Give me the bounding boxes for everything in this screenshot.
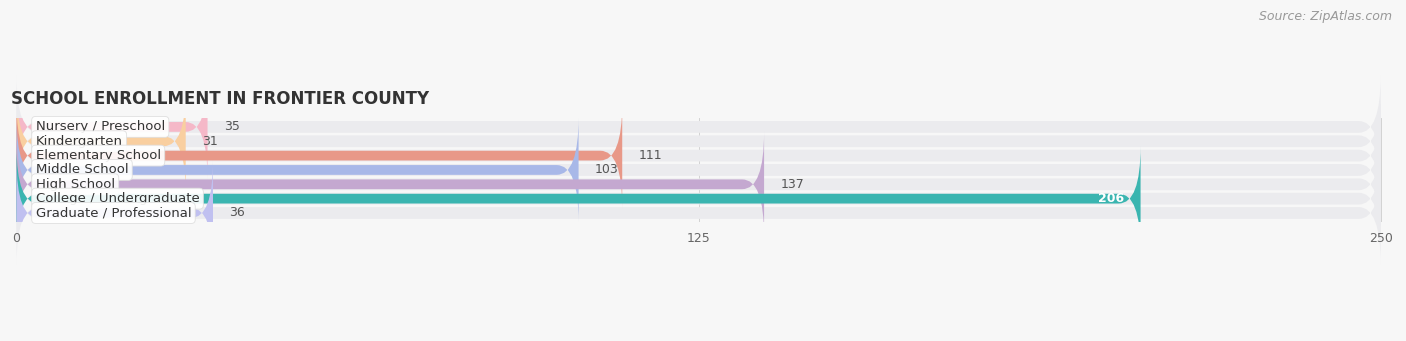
FancyBboxPatch shape (17, 161, 212, 266)
FancyBboxPatch shape (17, 104, 1381, 207)
FancyBboxPatch shape (17, 132, 763, 237)
FancyBboxPatch shape (17, 117, 579, 222)
Text: Graduate / Professional: Graduate / Professional (35, 207, 191, 220)
Text: 36: 36 (229, 207, 245, 220)
Text: High School: High School (35, 178, 115, 191)
FancyBboxPatch shape (17, 89, 186, 194)
FancyBboxPatch shape (17, 133, 1381, 236)
Text: 206: 206 (1098, 192, 1125, 205)
Text: Elementary School: Elementary School (35, 149, 160, 162)
FancyBboxPatch shape (17, 118, 1381, 221)
Text: Source: ZipAtlas.com: Source: ZipAtlas.com (1258, 10, 1392, 23)
Text: 35: 35 (224, 120, 240, 133)
FancyBboxPatch shape (17, 162, 1381, 265)
Text: 111: 111 (638, 149, 662, 162)
Text: Middle School: Middle School (35, 163, 128, 176)
Text: 103: 103 (595, 163, 619, 176)
FancyBboxPatch shape (17, 103, 623, 208)
FancyBboxPatch shape (17, 147, 1381, 250)
Text: Kindergarten: Kindergarten (35, 135, 122, 148)
FancyBboxPatch shape (17, 74, 208, 179)
Text: 137: 137 (780, 178, 804, 191)
FancyBboxPatch shape (17, 75, 1381, 178)
Text: Nursery / Preschool: Nursery / Preschool (35, 120, 165, 133)
Text: College / Undergraduate: College / Undergraduate (35, 192, 200, 205)
FancyBboxPatch shape (17, 146, 1140, 251)
FancyBboxPatch shape (17, 90, 1381, 193)
Text: 31: 31 (202, 135, 218, 148)
Text: SCHOOL ENROLLMENT IN FRONTIER COUNTY: SCHOOL ENROLLMENT IN FRONTIER COUNTY (11, 90, 429, 108)
